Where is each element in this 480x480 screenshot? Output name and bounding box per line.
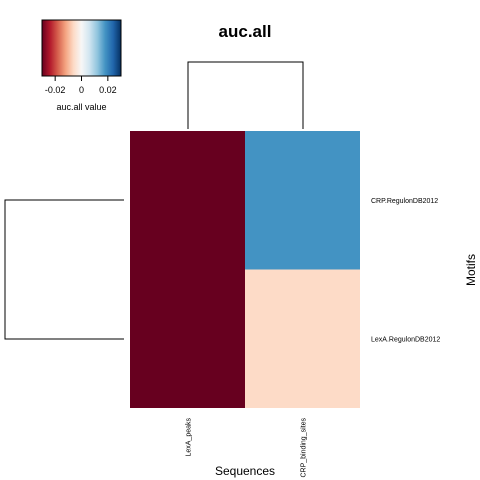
heatmap-cell <box>130 131 245 270</box>
y-axis-label: Motifs <box>464 254 478 286</box>
column-label: CRP_binding_sites <box>301 418 308 478</box>
color-key-tick-label: 0 <box>79 85 84 95</box>
color-key-tick-label: -0.02 <box>45 85 66 95</box>
column-label: LexA_peaks <box>186 418 193 457</box>
row-label: CRP.RegulonDB2012 <box>371 198 438 205</box>
color-key-bar <box>41 19 122 77</box>
heatmap-cells <box>130 131 360 408</box>
column-dendrogram <box>187 61 304 129</box>
column-labels: LexA_peaks CRP_binding_sites <box>186 418 308 478</box>
color-key: -0.02 0 0.02 auc.all value <box>41 19 122 112</box>
heatmap-cell <box>245 269 360 408</box>
row-dendrogram <box>4 199 124 340</box>
row-label: LexA.RegulonDB2012 <box>371 336 440 343</box>
heatmap-cell <box>245 131 360 270</box>
color-key-title: auc.all value <box>56 102 106 112</box>
chart-title: auc.all <box>219 22 272 41</box>
heatmap-cell <box>130 269 245 408</box>
x-axis-label: Sequences <box>215 464 275 478</box>
row-labels: CRP.RegulonDB2012 LexA.RegulonDB2012 <box>371 198 440 344</box>
color-key-tick-label: 0.02 <box>99 85 117 95</box>
